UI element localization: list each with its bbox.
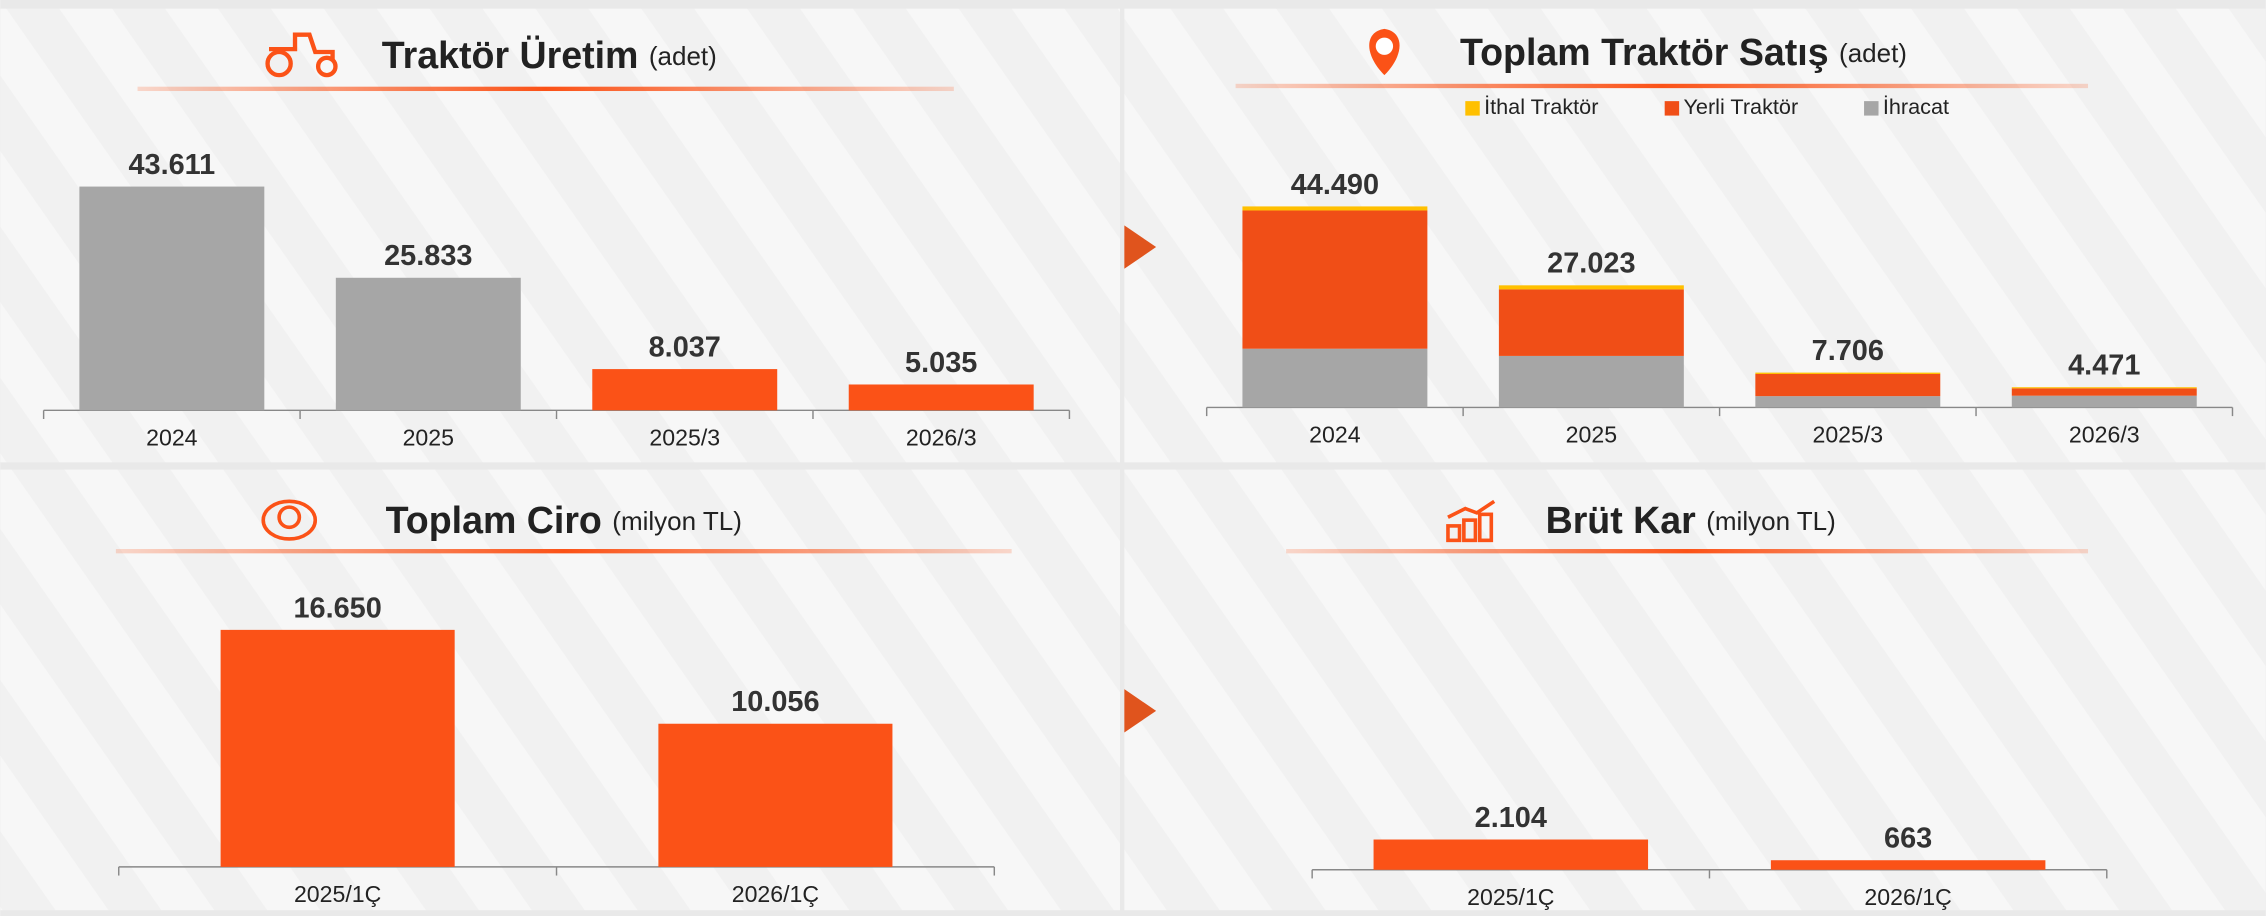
title-text: Toplam Ciro [386, 499, 602, 541]
value-label: 663 [1884, 823, 1932, 855]
bar [220, 629, 455, 867]
bar [658, 723, 893, 867]
value-label: 5.035 [905, 347, 977, 379]
bar-segment [1242, 348, 1428, 408]
x-tick-label: 2024 [1309, 421, 1361, 447]
value-label: 2.104 [1475, 802, 1547, 834]
bar [1373, 839, 1649, 870]
title-underline [1235, 83, 2089, 89]
bar [335, 277, 521, 411]
value-label: 43.611 [128, 149, 215, 181]
bar-segment [1755, 396, 1941, 408]
total-label: 4.471 [2068, 350, 2140, 382]
bar-segment [2011, 388, 2197, 396]
bar-segment [1755, 372, 1941, 374]
value-label: 25.833 [384, 240, 472, 272]
value-label: 16.650 [293, 592, 381, 624]
title-unit: (milyon TL) [612, 506, 742, 536]
title-unit: (adet) [649, 41, 717, 71]
value-label: 10.056 [731, 686, 819, 718]
bar-segment [1242, 210, 1428, 349]
bar-segment [1498, 289, 1684, 356]
title-text: Toplam Traktör Satış [1460, 31, 1829, 73]
location-icon [1369, 28, 1400, 76]
bar-segment [1755, 373, 1941, 397]
chart-title: Brüt Kar (milyon TL) [1546, 499, 1836, 541]
x-tick-label: 2025/1Ç [294, 881, 381, 907]
panel [1124, 469, 2266, 911]
title-underline [1286, 549, 2089, 554]
panel [0, 469, 1120, 911]
x-tick-label: 2024 [146, 424, 198, 450]
arrow [1124, 689, 1157, 733]
x-tick-label: 2026/1Ç [1864, 884, 1951, 910]
title-unit: (milyon TL) [1706, 506, 1836, 536]
bar [592, 369, 778, 411]
coin-icon [261, 499, 318, 541]
legend-label: Yerli Traktör [1683, 94, 1798, 119]
title-text: Brüt Kar [1546, 499, 1697, 541]
value-label: 8.037 [649, 331, 721, 363]
profit-icon [1446, 499, 1496, 543]
chart-title: Toplam Ciro (milyon TL) [386, 499, 742, 541]
title-underline [115, 549, 1012, 554]
legend-label: İhracat [1883, 94, 1949, 119]
bar-segment [1498, 285, 1684, 290]
chart-title: Toplam Traktör Satış (adet) [1460, 31, 1907, 73]
legend-swatch [1465, 101, 1480, 116]
bar [79, 186, 265, 411]
bar-segment [2011, 387, 2197, 389]
x-tick-label: 2025/3 [649, 424, 720, 450]
x-tick-label: 2026/1Ç [732, 881, 819, 907]
bar [1770, 860, 2046, 870]
bar-segment [2011, 395, 2197, 408]
total-label: 44.490 [1291, 169, 1379, 201]
x-tick-label: 2025 [403, 424, 454, 450]
title-underline [137, 86, 954, 92]
x-tick-label: 2026/3 [2069, 421, 2140, 447]
x-tick-label: 2026/3 [906, 424, 977, 450]
legend-swatch [1864, 101, 1879, 116]
bar [848, 384, 1034, 411]
x-tick-label: 2025/1Ç [1467, 884, 1554, 910]
legend-swatch [1664, 101, 1680, 116]
arrow [1124, 225, 1157, 269]
legend-label: İthal Traktör [1484, 94, 1598, 119]
bar-segment [1242, 206, 1428, 211]
bar-segment [1498, 355, 1684, 408]
tractor-icon [265, 32, 338, 78]
title-unit: (adet) [1839, 38, 1907, 68]
x-tick-label: 2025/3 [1812, 421, 1883, 447]
title-text: Traktör Üretim [382, 34, 639, 76]
total-label: 27.023 [1547, 248, 1635, 280]
x-tick-label: 2025 [1566, 421, 1617, 447]
chart-title: Traktör Üretim (adet) [382, 34, 717, 76]
total-label: 7.706 [1812, 335, 1884, 367]
